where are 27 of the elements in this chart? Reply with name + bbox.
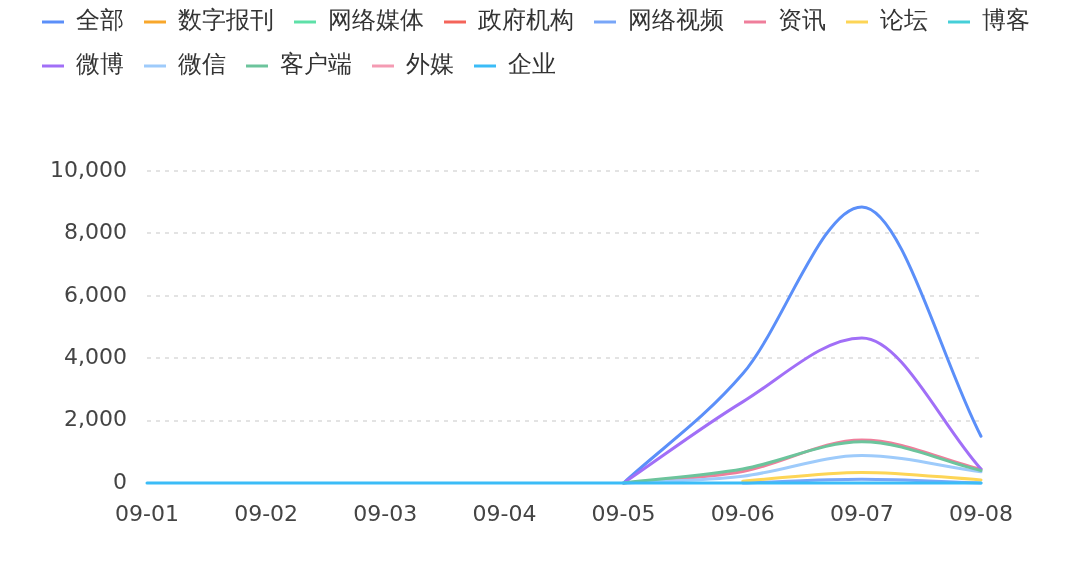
legend-label: 资讯 [778, 6, 826, 35]
y-tick-label: 2,000 [64, 406, 127, 432]
legend-label: 政府机构 [478, 6, 574, 35]
x-tick-label: 09-04 [472, 500, 537, 526]
x-tick-label: 09-03 [353, 500, 418, 526]
legend-label: 微博 [76, 50, 124, 79]
legend-label: 数字报刊 [178, 6, 274, 35]
x-tick-label: 09-08 [949, 500, 1013, 526]
legend-label: 企业 [508, 50, 556, 79]
x-tick-label: 09-06 [710, 500, 775, 526]
x-tick-label: 09-01 [115, 500, 179, 526]
y-tick-label: 10,000 [50, 156, 127, 182]
y-tick-label: 8,000 [64, 219, 127, 245]
y-tick-label: 4,000 [64, 343, 127, 369]
legend-label: 网络视频 [628, 6, 724, 35]
y-tick-label: 0 [113, 468, 127, 494]
legend-label: 全部 [76, 6, 124, 35]
legend-label: 论坛 [880, 6, 928, 35]
legend-label: 博客 [982, 6, 1030, 35]
legend-label: 客户端 [280, 50, 352, 79]
y-tick-label: 6,000 [64, 281, 127, 307]
x-tick-label: 09-05 [591, 500, 656, 526]
legend-label: 网络媒体 [328, 6, 424, 35]
x-tick-label: 09-07 [829, 500, 894, 526]
x-tick-label: 09-02 [234, 500, 299, 526]
legend-label: 外媒 [406, 50, 454, 79]
legend-label: 微信 [178, 50, 226, 79]
